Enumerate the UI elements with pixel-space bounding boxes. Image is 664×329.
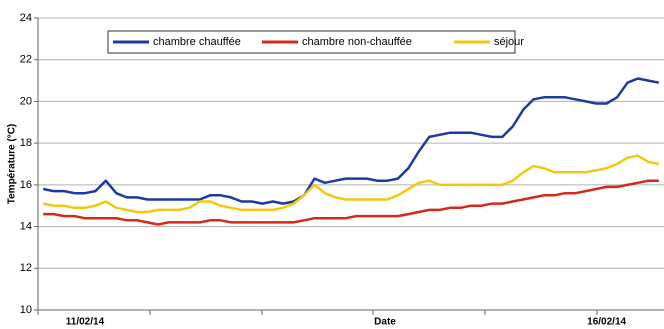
y-tick-label: 12 <box>20 262 32 274</box>
series-line <box>43 179 659 226</box>
legend-label: séjour <box>494 36 524 48</box>
y-tick-label: 18 <box>20 137 32 149</box>
y-tick-label: 22 <box>20 54 32 66</box>
x-tick-label: 11/02/14 <box>66 317 105 328</box>
legend-label: chambre non-chauffée <box>302 36 412 48</box>
y-tick-label: 10 <box>20 304 32 316</box>
x-axis-title: Date <box>374 317 396 328</box>
legend-label: chambre chauffée <box>153 36 241 48</box>
legend-box <box>107 30 516 54</box>
y-tick-label: 20 <box>20 95 32 107</box>
y-tick-label: 16 <box>20 179 32 191</box>
series-line <box>42 77 660 205</box>
series-line <box>42 154 660 214</box>
x-tick-label: 16/02/14 <box>587 317 626 328</box>
y-axis-title: Température (°C) <box>7 124 18 205</box>
y-tick-label: 24 <box>20 12 32 24</box>
y-tick-label: 14 <box>20 220 32 232</box>
